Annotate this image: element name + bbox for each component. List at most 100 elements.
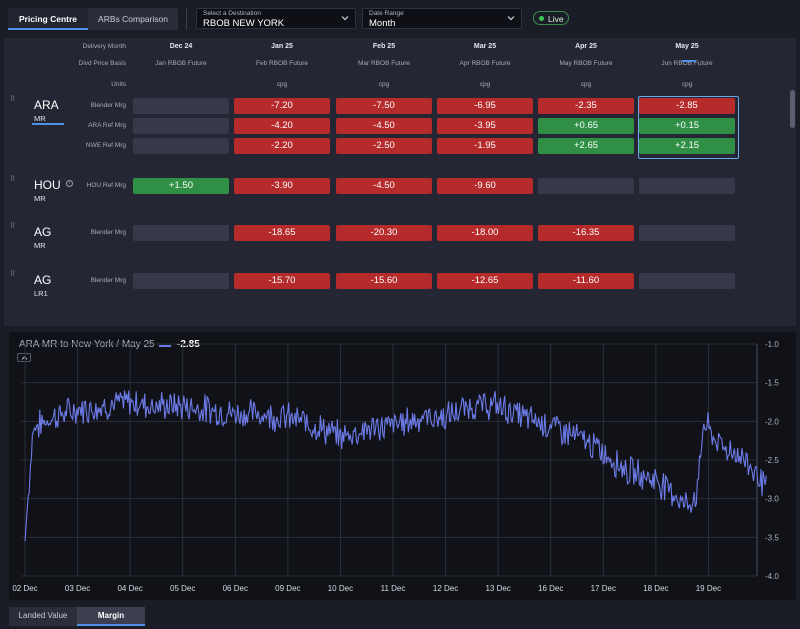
price-cell[interactable]: +0.65 [538,118,634,134]
price-cell[interactable] [639,273,735,289]
y-tick-label: -1.0 [765,340,779,349]
drag-handle-icon[interactable]: ⠿ [10,176,15,183]
price-cell[interactable]: -2.85 [639,98,735,114]
destination-select-label: Select a Destination [203,10,261,17]
price-cell[interactable]: -12.65 [437,273,533,289]
view-tabs: Pricing Centre ARBs Comparison [8,8,178,30]
column-basis-header: Mar RBOB Future [357,60,410,67]
group-subtype: MR [34,114,46,123]
price-cell[interactable]: -16.35 [538,225,634,241]
price-cell[interactable]: -20.30 [336,225,432,241]
row-label: NWE Ref Mrg [85,142,126,149]
group-name: AG [34,273,52,287]
column-month-header: May 25 [675,43,699,50]
price-cell[interactable]: -2.35 [538,98,634,114]
grid-scrollbar[interactable] [790,90,795,128]
column-units-header: cpg [580,81,592,88]
destination-select-value: RBOB NEW YORK [203,18,285,29]
column-units-header: cpg [479,81,491,88]
price-cell[interactable] [133,225,229,241]
price-cell[interactable]: -18.65 [234,225,330,241]
x-tick-label: 10 Dec [328,584,353,593]
row-label: Blender Mrg [90,277,126,284]
price-cell[interactable]: +0.15 [639,118,735,134]
series-legend-swatch [159,345,171,347]
tab-margin[interactable]: Margin [77,607,145,626]
price-cell[interactable]: -7.50 [336,98,432,114]
price-cell[interactable]: -2.50 [336,138,432,154]
group-name: AG [34,225,52,239]
group-subtype: MR [34,241,46,250]
price-cell[interactable] [133,118,229,134]
price-cell[interactable]: -7.20 [234,98,330,114]
pricing-grid-panel: Delivery Month Divd Price Basis Units Dec 2… [4,38,796,326]
x-tick-label: 11 Dec [381,584,406,593]
x-tick-label: 12 Dec [433,584,458,593]
x-tick-label: 09 Dec [275,584,300,593]
price-cell[interactable]: -9.60 [437,178,533,194]
delivery-month-header: Delivery Month [82,43,126,50]
price-cell[interactable]: -3.90 [234,178,330,194]
column-basis-header: Apr RBOB Future [459,60,511,67]
y-tick-label: -2.0 [765,417,779,426]
x-tick-label: 19 Dec [696,584,721,593]
chevron-down-icon [341,16,349,21]
price-cell[interactable]: -11.60 [538,273,634,289]
date-range-select[interactable]: Date Range Month [362,8,522,29]
y-tick-label: -2.5 [765,456,779,465]
row-label: ARA Ref Mrg [88,122,126,129]
price-cell[interactable] [639,178,735,194]
date-range-select-value: Month [369,18,396,29]
column-units-header: cpg [681,81,693,88]
column-basis-header: May RBOB Future [559,60,613,67]
price-cell[interactable] [133,138,229,154]
drag-handle-icon[interactable]: ⠿ [10,223,15,230]
price-cell[interactable] [133,273,229,289]
tab-arbs-comparison[interactable]: ARBs Comparison [98,14,168,24]
column-basis-header: Jun RBOB Future [661,60,713,67]
column-basis-header: Jan RBOB Future [155,60,207,67]
info-icon[interactable]: i [66,180,73,187]
column-units-header: cpg [378,81,390,88]
price-cell[interactable] [538,178,634,194]
series-line [24,390,767,542]
x-tick-label: 17 Dec [591,584,616,593]
live-dot-icon [539,16,544,21]
divd-price-basis-header: Divd Price Basis [78,60,126,67]
selected-column-highlight [638,96,739,159]
price-cell[interactable]: +1.50 [133,178,229,194]
price-cell[interactable]: -15.70 [234,273,330,289]
price-cell[interactable] [639,225,735,241]
x-tick-label: 02 Dec [12,584,37,593]
price-cell[interactable]: -4.50 [336,118,432,134]
margin-chart-panel: ARA MR to New York / May 25 -2.85 -1.0 -1… [9,332,796,600]
price-cell[interactable]: -6.95 [437,98,533,114]
toolbar-divider [186,8,187,30]
price-cell[interactable]: -1.95 [437,138,533,154]
selected-month-marker [682,60,696,62]
price-cell[interactable] [133,98,229,114]
price-cell[interactable]: -15.60 [336,273,432,289]
destination-select[interactable]: Select a Destination RBOB NEW YORK [196,8,356,29]
price-cell[interactable]: -4.20 [234,118,330,134]
price-cell[interactable]: -18.00 [437,225,533,241]
price-cell[interactable]: -3.95 [437,118,533,134]
drag-handle-icon[interactable]: ⠿ [10,271,15,278]
top-toolbar: Pricing Centre ARBs Comparison Select a … [0,0,800,38]
price-cell[interactable]: +2.15 [639,138,735,154]
tab-landed-value[interactable]: Landed Value [18,611,68,620]
price-cell[interactable]: -4.50 [336,178,432,194]
margin-line-chart[interactable]: -1.0 -1.5 -2.0 -2.5 -3.0 -3.5 -4.0 02 Dec 03 Dec… [9,332,796,600]
units-header: Units [111,81,126,88]
x-tick-label: 18 Dec [643,584,668,593]
x-tick-label: 06 Dec [223,584,248,593]
tab-pricing-centre[interactable]: Pricing Centre [8,8,88,30]
group-name: ARA [34,98,59,112]
y-tick-label: -1.5 [765,379,779,388]
price-cell[interactable]: +2.65 [538,138,634,154]
live-status-badge: Live [533,11,569,25]
price-cell[interactable]: -2.20 [234,138,330,154]
drag-handle-icon[interactable]: ⠿ [10,96,15,103]
live-status-label: Live [548,13,564,24]
y-tick-label: -3.5 [765,533,779,542]
